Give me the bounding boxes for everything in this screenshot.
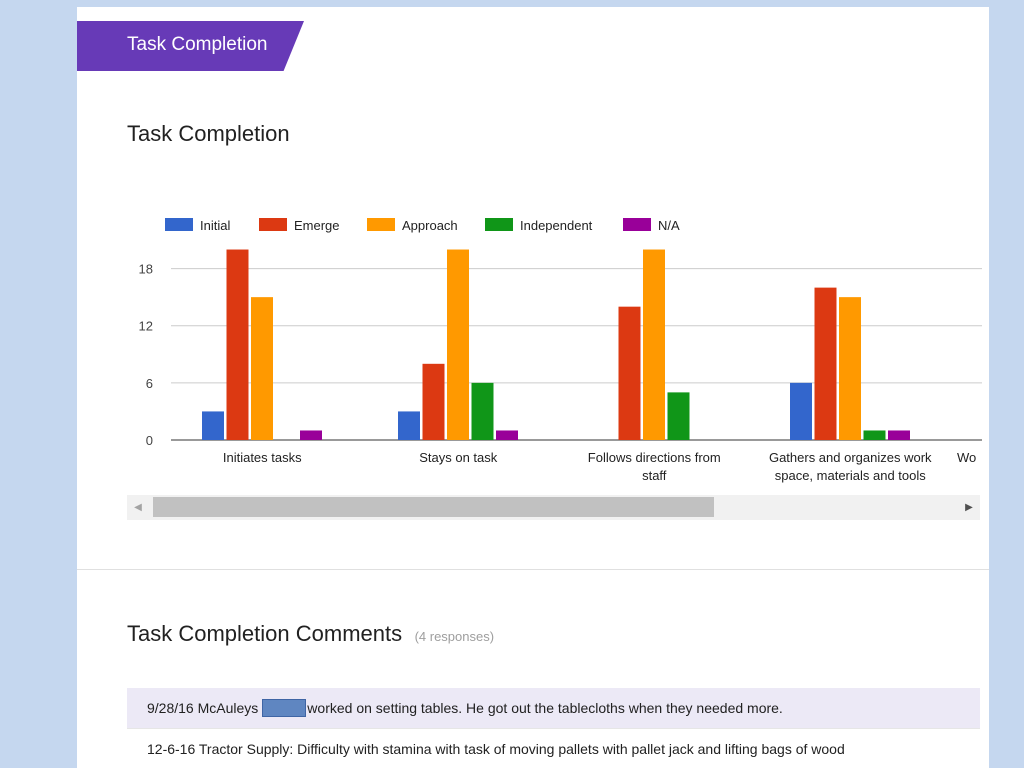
response-item: 9/28/16 McAuleys worked on setting tables… — [127, 688, 980, 728]
legend-swatch — [623, 218, 651, 231]
scroll-left-icon[interactable]: ◀ — [134, 502, 142, 513]
bar — [398, 411, 420, 440]
legend-swatch — [485, 218, 513, 231]
question-title: Task Completion — [127, 121, 290, 146]
legend-label: Independent — [520, 218, 593, 233]
bar — [202, 411, 224, 440]
scroll-thumb[interactable] — [153, 497, 714, 517]
form-card: Task Completion Task Completion 0 6 12 18 In… — [77, 7, 989, 768]
x-tick-label: Wo — [957, 450, 976, 465]
redacted-name — [262, 699, 307, 718]
bar — [300, 430, 322, 440]
y-tick-label: 12 — [139, 319, 153, 334]
response-text: 12-6-16 Tractor Supply: Difficulty with … — [147, 741, 845, 757]
x-tick-label: space, materials and tools — [775, 468, 927, 483]
bar — [888, 430, 910, 440]
response-text: 9/28/16 McAuleys — [147, 700, 259, 716]
bar — [667, 392, 690, 440]
legend-label: Emerge — [294, 218, 340, 233]
legend-label: Initial — [200, 218, 230, 233]
bar — [447, 249, 469, 440]
legend-swatch — [367, 218, 395, 231]
bar — [471, 382, 494, 440]
section-header-tab: Task Completion — [77, 21, 304, 71]
bar — [251, 297, 273, 440]
bar — [839, 297, 861, 440]
bar — [422, 363, 445, 440]
x-tick-label: staff — [642, 468, 667, 483]
section-label: Task Completion — [127, 34, 268, 55]
comments-title: Task Completion Comments — [127, 621, 403, 646]
bar — [814, 287, 837, 440]
x-tick-label: Gathers and organizes work — [769, 450, 932, 465]
bar — [618, 306, 641, 440]
legend-label: N/A — [658, 218, 680, 233]
bar — [643, 249, 665, 440]
response-count: (4 responses) — [414, 629, 495, 644]
bar — [496, 430, 518, 440]
bar — [226, 249, 249, 440]
x-tick-label: Stays on task — [419, 450, 498, 465]
bar — [790, 382, 812, 440]
chart-horizontal-scrollbar[interactable]: ◀ ▶ — [127, 495, 980, 520]
scroll-right-icon[interactable]: ▶ — [965, 502, 973, 513]
comments-header: Task Completion Comments (4 responses) — [127, 621, 494, 647]
response-text: worked on setting tables. He got out the… — [307, 700, 783, 716]
legend-swatch — [165, 218, 193, 231]
legend-label: Approach — [402, 218, 458, 233]
y-tick-label: 0 — [146, 433, 153, 448]
response-item: 12-6-16 Tractor Supply: Difficulty with … — [127, 728, 980, 768]
legend-swatch — [259, 218, 287, 231]
x-tick-label: Follows directions from — [588, 450, 721, 465]
y-tick-label: 18 — [139, 262, 153, 277]
bar — [863, 430, 886, 440]
y-tick-label: 6 — [146, 376, 153, 391]
bar-chart: 0 6 12 18 Initial Emerge Approach Independent N/… — [139, 218, 982, 483]
x-tick-label: Initiates tasks — [223, 450, 302, 465]
section-divider — [77, 569, 989, 570]
